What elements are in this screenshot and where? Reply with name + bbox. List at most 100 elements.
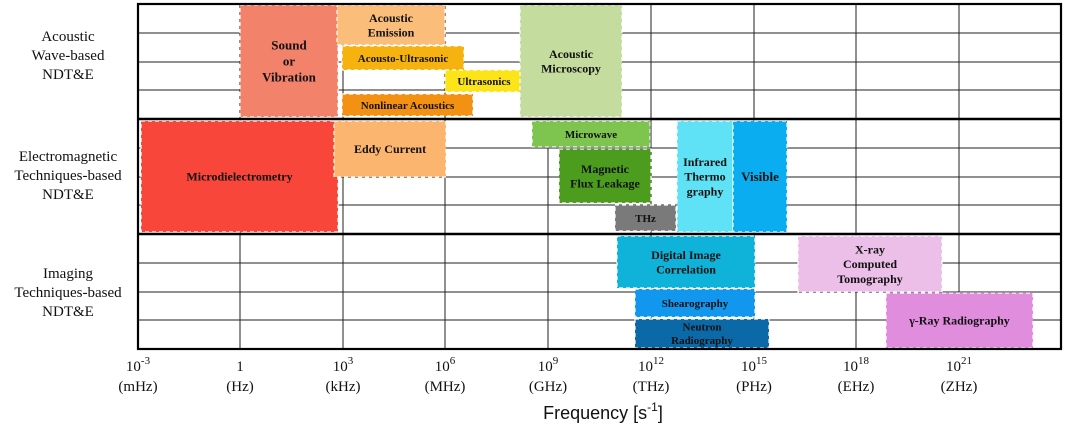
x-tick-label: 106 bbox=[435, 355, 456, 375]
technique-label: Eddy Current bbox=[354, 142, 426, 156]
x-tick-unit: (PHz) bbox=[736, 379, 772, 395]
frame bbox=[136, 2, 1063, 351]
x-tick-label: 1015 bbox=[741, 355, 768, 375]
technique-label: graphy bbox=[687, 184, 724, 198]
technique-eddy-current: Eddy Current bbox=[333, 120, 447, 178]
x-tick-unit: (mHz) bbox=[118, 379, 157, 395]
x-tick-unit: (ZHz) bbox=[941, 379, 978, 395]
x-tick: 1 (Hz) bbox=[226, 359, 253, 395]
x-tick: 1018 (EHz) bbox=[838, 355, 875, 395]
technique-label: Ultrasonics bbox=[457, 76, 511, 88]
technique-label: Microwave bbox=[565, 129, 617, 141]
technique-label: Emission bbox=[368, 26, 415, 40]
technique-box bbox=[341, 45, 465, 71]
row-label-line: Wave-based bbox=[32, 48, 105, 64]
x-axis-ticks: 10-3 (mHz) 1 (Hz) 103 (kHz) 106 (MHz) 109 (GHz) 10… bbox=[118, 355, 977, 395]
x-tick: 1012 (THz) bbox=[633, 355, 670, 395]
x-tick: 103 (kHz) bbox=[326, 355, 361, 395]
x-axis-title: Frequency [s-1] bbox=[543, 400, 663, 423]
technique-label: Shearography bbox=[662, 298, 729, 310]
x-tick-unit: (kHz) bbox=[326, 379, 361, 395]
technique-box bbox=[616, 235, 756, 289]
technique-box bbox=[732, 120, 788, 233]
technique-visible: Visible bbox=[732, 120, 788, 233]
technique-box bbox=[239, 4, 339, 118]
x-tick-label: 109 bbox=[538, 355, 559, 375]
technique-label: γ-Ray Radiography bbox=[908, 314, 1010, 328]
technique-box bbox=[634, 318, 770, 349]
row-label-line: Imaging bbox=[43, 266, 93, 282]
technique-box bbox=[333, 120, 447, 178]
technique-label: Neutron bbox=[683, 322, 722, 334]
technique-label: Sound bbox=[271, 38, 307, 53]
row-label-line: NDT&E bbox=[42, 304, 94, 320]
row-label: Acoustic Wave-based NDT&E bbox=[32, 29, 105, 83]
technique-label: Flux Leakage bbox=[570, 177, 640, 191]
row-label-line: Techniques-based bbox=[14, 168, 122, 184]
technique-label: Tomography bbox=[837, 272, 903, 286]
technique-label: Nonlinear Acoustics bbox=[361, 100, 455, 112]
x-tick-label: 1018 bbox=[843, 355, 870, 375]
technique-label: or bbox=[283, 54, 296, 69]
technique-label: Acoustic bbox=[549, 47, 594, 61]
technique-label: Magnetic bbox=[581, 162, 630, 176]
row-label-line: NDT&E bbox=[42, 187, 94, 203]
technique-label: Infrared bbox=[683, 155, 727, 169]
technique-label: Radiography bbox=[671, 335, 733, 347]
row-label-line: NDT&E bbox=[42, 67, 94, 83]
technique-label: X-ray bbox=[855, 243, 885, 257]
row-label-line: Acoustic bbox=[41, 29, 95, 45]
technique-box bbox=[634, 288, 756, 318]
x-axis-title-text: Frequency [s-1] bbox=[543, 400, 663, 423]
technique-thz: THz bbox=[614, 204, 677, 232]
x-tick: 1015 (PHz) bbox=[736, 355, 772, 395]
technique-box bbox=[797, 235, 943, 293]
technique-box bbox=[444, 69, 524, 93]
technique-box bbox=[558, 148, 652, 204]
x-tick: 106 (MHz) bbox=[425, 355, 466, 395]
row-label-line: Electromagnetic bbox=[19, 149, 118, 165]
technique-label: Computed bbox=[843, 257, 897, 271]
technique-box bbox=[341, 93, 474, 117]
technique-label: Acoustic bbox=[369, 11, 414, 25]
row-label: Imaging Techniques-based NDT&E bbox=[14, 266, 122, 320]
technique-box bbox=[531, 120, 651, 148]
technique-label: Vibration bbox=[262, 69, 316, 84]
technique-box bbox=[140, 120, 339, 233]
x-tick-unit: (GHz) bbox=[529, 379, 567, 395]
x-tick-label: 1 bbox=[236, 359, 244, 375]
x-tick-unit: (MHz) bbox=[425, 379, 466, 395]
row-labels: Acoustic Wave-based NDT&E Electromagnetic Te… bbox=[14, 29, 122, 320]
technique-microwave: Microwave bbox=[531, 120, 651, 148]
x-tick-unit: (Hz) bbox=[226, 379, 253, 395]
x-tick-label: 1021 bbox=[946, 355, 972, 375]
technique-label: Microdielectrometry bbox=[186, 170, 292, 184]
plot-border bbox=[136, 2, 1063, 351]
technique-ultrasonics: Ultrasonics bbox=[444, 69, 524, 93]
technique-box bbox=[519, 4, 623, 118]
x-tick-label: 103 bbox=[333, 355, 354, 375]
technique-microdielectrometry: Microdielectrometry bbox=[140, 120, 339, 233]
x-tick-label: 1012 bbox=[638, 355, 664, 375]
technique-box bbox=[676, 120, 734, 233]
x-tick-label: 10-3 bbox=[126, 355, 151, 375]
technique-boxes: SoundorVibrationAcousticEmissionAcousto-… bbox=[140, 4, 1034, 349]
technique-gamma-ray-radiography: γ-Ray Radiography bbox=[885, 292, 1034, 349]
x-tick-unit: (THz) bbox=[633, 379, 670, 395]
technique-box bbox=[885, 292, 1034, 349]
technique-acousto-ultrasonic: Acousto-Ultrasonic bbox=[341, 45, 465, 71]
technique-label: Acousto-Ultrasonic bbox=[358, 53, 449, 65]
technique-box bbox=[336, 4, 446, 46]
technique-label: Correlation bbox=[656, 263, 716, 277]
x-tick: 1021 (ZHz) bbox=[941, 355, 978, 395]
technique-label: Visible bbox=[741, 169, 779, 184]
technique-nonlinear-acoustics: Nonlinear Acoustics bbox=[341, 93, 474, 117]
technique-label: Digital Image bbox=[651, 248, 721, 262]
